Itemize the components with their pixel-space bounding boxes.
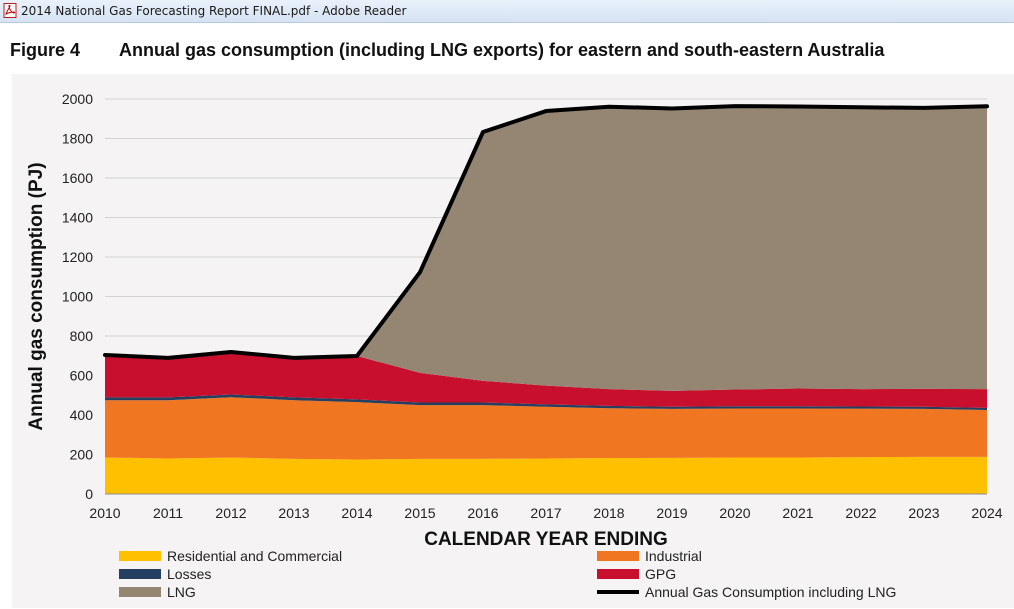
x-tick-label: 2021 (782, 505, 813, 521)
x-tick-label: 2010 (89, 505, 120, 521)
x-tick-label: 2013 (278, 505, 309, 521)
legend-swatch-lng (119, 587, 161, 597)
legend-label: Losses (167, 566, 211, 582)
y-tick-label: 0 (85, 486, 93, 502)
y-tick-label: 200 (70, 447, 94, 463)
window-title: 2014 National Gas Forecasting Report FIN… (21, 4, 407, 18)
y-tick-label: 1400 (62, 210, 93, 226)
x-tick-label: 2020 (719, 505, 750, 521)
x-tick-label: 2012 (215, 505, 246, 521)
y-tick-label: 400 (70, 407, 94, 423)
y-tick-label: 1200 (62, 249, 93, 265)
area-residential-and-commercial (105, 456, 987, 494)
y-tick-label: 2000 (62, 91, 93, 107)
x-tick-label: 2023 (908, 505, 939, 521)
x-tick-label: 2014 (341, 505, 372, 521)
x-tick-label: 2011 (153, 505, 183, 521)
legend-label: GPG (645, 566, 676, 582)
y-tick-label: 800 (70, 328, 94, 344)
pdf-icon (3, 3, 17, 18)
legend-swatch-industrial (597, 551, 639, 561)
x-tick-label: 2024 (971, 505, 1002, 521)
x-tick-label: 2016 (467, 505, 498, 521)
area-losses (105, 394, 987, 411)
area-industrial (105, 397, 987, 460)
window-title-bar[interactable]: 2014 National Gas Forecasting Report FIN… (0, 0, 1014, 23)
legend-swatch-gpg (597, 569, 639, 579)
legend-swatch-residential-and-commercial (119, 551, 161, 561)
y-tick-label: 600 (70, 368, 94, 384)
y-tick-label: 1800 (62, 131, 93, 147)
x-tick-label: 2015 (404, 505, 435, 521)
total-consumption-line (103, 104, 989, 360)
x-tick-label: 2019 (656, 505, 687, 521)
legend-label: Annual Gas Consumption including LNG (645, 584, 896, 600)
figure-label: Figure 4 (10, 40, 81, 60)
legend-label: Industrial (645, 548, 702, 564)
y-tick-label: 1000 (62, 289, 93, 305)
y-axis-title: Annual gas consumption (PJ) (26, 162, 47, 430)
legend-swatch-losses (119, 569, 161, 579)
figure-title: Annual gas consumption (including LNG ex… (119, 40, 885, 60)
x-tick-label: 2018 (593, 505, 624, 521)
x-axis-title: CALENDAR YEAR ENDING (424, 529, 668, 550)
legend-label: Residential and Commercial (167, 548, 342, 564)
area-lng (105, 106, 987, 391)
y-tick-label: 1600 (62, 170, 93, 186)
legend-label: LNG (167, 584, 196, 600)
x-tick-label: 2022 (845, 505, 876, 521)
area-gpg (105, 352, 987, 408)
x-tick-label: 2017 (530, 505, 561, 521)
